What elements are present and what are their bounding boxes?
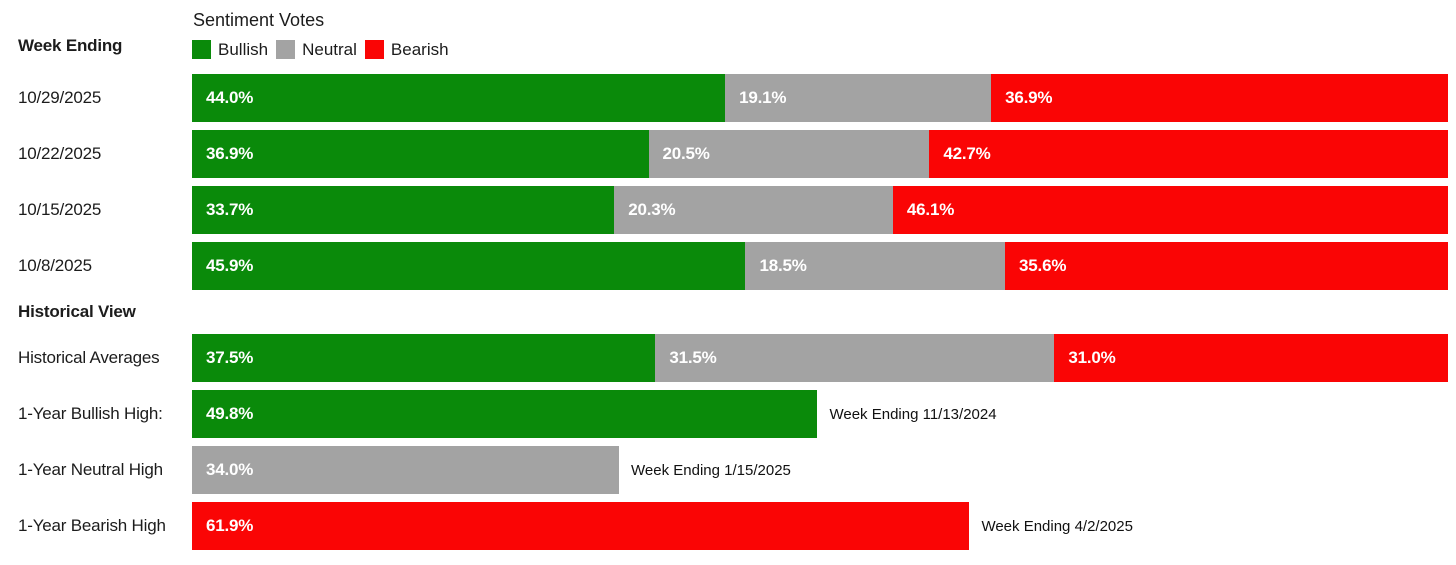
one-year-high-row: 1-Year Neutral High 34.0% Week Ending 1/…: [18, 446, 1448, 494]
row-label-week: 10/22/2025: [18, 144, 102, 163]
bar-value-label: 45.9%: [206, 256, 254, 275]
row-label-historical-averages: Historical Averages: [18, 348, 160, 367]
bar-value-label: 18.5%: [759, 256, 807, 275]
bar-value-label: 20.5%: [662, 144, 710, 163]
single-bar: 34.0% Week Ending 1/15/2025: [192, 446, 1448, 494]
bar-value-label: 35.6%: [1019, 256, 1067, 275]
bar-segment-bullish: 45.9%: [192, 242, 746, 290]
bar-segment-neutral: 20.3%: [614, 186, 893, 234]
bar-segment-neutral: 20.5%: [648, 130, 930, 178]
bar-segment-bearish: 35.6%: [1005, 242, 1448, 290]
bar-annotation: Week Ending 1/15/2025: [631, 461, 791, 479]
bar-value-label: 49.8%: [206, 404, 254, 423]
bar-segment-bullish: 36.9%: [192, 130, 649, 178]
bar-segment-neutral: 31.5%: [655, 334, 1055, 382]
week-ending-column-header: Week Ending: [18, 36, 123, 55]
bar-segment-bearish: 31.0%: [1054, 334, 1448, 382]
legend-swatch-bearish-icon: [364, 40, 384, 59]
bar-segment-bullish: 37.5%: [192, 334, 656, 382]
sentiment-row: 10/8/2025 45.9% 18.5% 35.6%: [18, 242, 1448, 290]
chart-title: Sentiment Votes: [193, 10, 325, 30]
stacked-bar: 44.0% 19.1% 36.9%: [192, 74, 1449, 122]
row-label-week: 10/15/2025: [18, 200, 102, 219]
chart-title-block: Sentiment Votes Bullish Neutral Bearish: [192, 10, 1448, 59]
stacked-bar: 45.9% 18.5% 35.6%: [192, 242, 1448, 290]
one-year-high-row: 1-Year Bullish High: 49.8% Week Ending 1…: [18, 390, 1448, 438]
chart-header: Week Ending Sentiment Votes Bullish Neut…: [18, 10, 1448, 59]
legend-swatch-bullish-icon: [192, 40, 211, 59]
bar-value-label: 31.0%: [1068, 348, 1116, 367]
bar-value-label: 19.1%: [739, 88, 787, 107]
bar-value-label: 46.1%: [906, 200, 955, 219]
legend-item-bullish: Bullish: [192, 40, 268, 60]
single-bar: 49.8% Week Ending 11/13/2024: [192, 390, 1448, 438]
row-label-neutral-high: 1-Year Neutral High: [18, 460, 163, 479]
bar-value-label: 31.5%: [669, 348, 717, 367]
bar-value-label: 20.3%: [628, 200, 676, 219]
sentiment-row: 10/22/2025 36.9% 20.5% 42.7%: [18, 130, 1448, 178]
bar-segment-bullish: 33.7%: [192, 186, 615, 234]
bar-value-label: 61.9%: [206, 516, 254, 535]
bar-annotation: Week Ending 4/2/2025: [981, 517, 1133, 535]
bar-segment-bullish: 44.0%: [192, 74, 726, 122]
legend-item-bearish: Bearish: [364, 39, 449, 60]
legend-label-bearish: Bearish: [390, 39, 449, 59]
sentiment-row: 10/29/2025 44.0% 19.1% 36.9%: [18, 74, 1449, 122]
bar-annotation: Week Ending 11/13/2024: [829, 405, 997, 423]
bar-segment-bearish: 42.7%: [929, 130, 1448, 178]
stacked-bar: 36.9% 20.5% 42.7%: [192, 130, 1448, 178]
bar-value-label: 36.9%: [206, 144, 254, 163]
legend-swatch-neutral-icon: [276, 40, 296, 59]
bar-segment-bearish: 36.9%: [991, 74, 1449, 122]
row-label-bullish-high: 1-Year Bullish High:: [18, 404, 163, 423]
legend-item-neutral: Neutral: [276, 40, 357, 60]
historical-view-heading: Historical View: [18, 302, 136, 321]
bar-value-label: 36.9%: [1005, 88, 1053, 107]
legend-label-neutral: Neutral: [302, 39, 357, 59]
sentiment-row: 10/15/2025 33.7% 20.3% 46.1%: [18, 186, 1448, 234]
single-bar: 61.9% Week Ending 4/2/2025: [192, 502, 1448, 550]
bar-value-label: 42.7%: [943, 144, 991, 163]
bar-value-label: 33.7%: [206, 200, 254, 219]
row-label-week: 10/29/2025: [18, 88, 102, 107]
bar-value-label: 37.5%: [206, 348, 254, 367]
one-year-high-row: 1-Year Bearish High 61.9% Week Ending 4/…: [18, 502, 1448, 550]
bar-value-label: 44.0%: [206, 88, 254, 107]
historical-averages-row: Historical Averages 37.5% 31.5% 31.0%: [18, 334, 1448, 382]
bar-segment-neutral: 19.1%: [725, 74, 992, 122]
bar-segment-neutral: 34.0%: [192, 446, 620, 494]
legend-label-bullish: Bullish: [218, 39, 269, 59]
stacked-bar: 33.7% 20.3% 46.1%: [192, 186, 1448, 234]
row-label-bearish-high: 1-Year Bearish High: [18, 516, 166, 535]
bar-segment-bearish: 46.1%: [892, 186, 1448, 234]
row-label-week: 10/8/2025: [18, 256, 92, 275]
stacked-bar: 37.5% 31.5% 31.0%: [192, 334, 1448, 382]
bar-segment-bearish: 61.9%: [192, 502, 970, 550]
legend: Bullish Neutral Bearish: [192, 40, 1448, 59]
bar-value-label: 34.0%: [206, 460, 254, 479]
bar-segment-neutral: 18.5%: [745, 242, 1006, 290]
bar-segment-bullish: 49.8%: [192, 390, 818, 438]
